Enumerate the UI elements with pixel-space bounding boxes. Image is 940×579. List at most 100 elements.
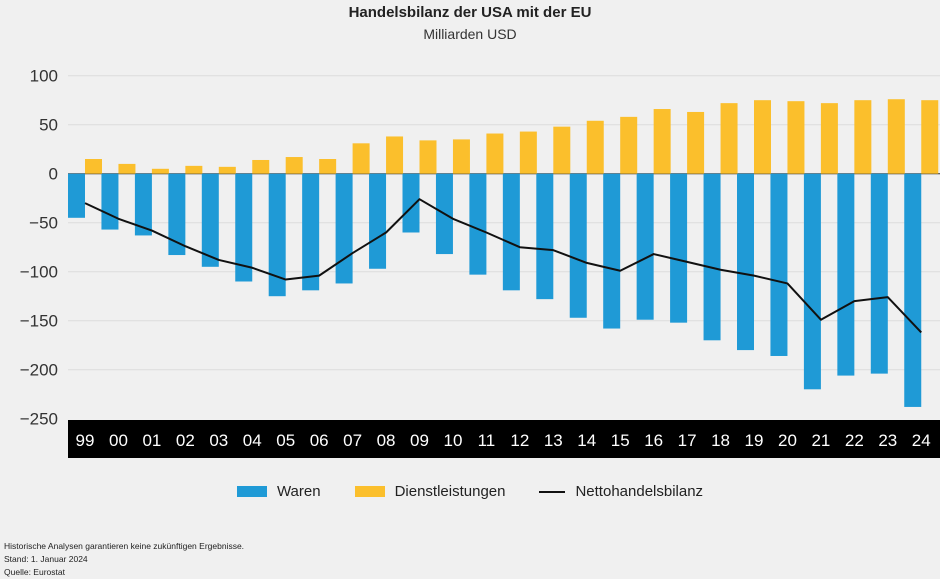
x-tick-label: 22 (845, 431, 864, 450)
x-tick-label: 05 (276, 431, 295, 450)
date-note: Stand: 1. Januar 2024 (4, 554, 88, 564)
line-nettohandelsbilanz (84, 198, 922, 334)
bar-dienstleistungen (118, 163, 136, 174)
bar-dienstleistungen (519, 131, 537, 174)
x-tick-label: 00 (109, 431, 128, 450)
bar-waren (101, 173, 119, 230)
bar-waren (134, 173, 152, 236)
x-axis-band (68, 420, 940, 458)
bar-dienstleistungen (887, 99, 905, 174)
bar-waren (68, 173, 85, 218)
legend-swatch-waren (236, 486, 267, 497)
legend-label: Dienstleistungen (394, 483, 506, 500)
bar-waren (235, 173, 253, 282)
chart-subtitle: Milliarden USD (423, 26, 517, 42)
bar-waren (569, 173, 587, 318)
legend-swatch-dienstleistungen (354, 486, 385, 497)
bar-dienstleistungen (285, 157, 303, 174)
x-tick-label: 03 (209, 431, 228, 450)
y-tick-label: 0 (49, 165, 58, 184)
x-tick-label: 24 (912, 431, 931, 450)
bar-waren (603, 173, 621, 329)
y-tick-label: −100 (20, 263, 58, 282)
chart-title: Handelsbilanz der USA mit der EU (348, 4, 592, 21)
bar-waren (268, 173, 286, 297)
bar-waren (837, 173, 855, 376)
x-tick-label: 09 (410, 431, 429, 450)
bar-dienstleistungen (820, 103, 838, 174)
bar-waren (904, 173, 922, 407)
legend-label: Nettohandelsbilanz (575, 483, 704, 500)
bar-waren (770, 173, 788, 356)
bar-dienstleistungen (252, 159, 270, 174)
bar-dienstleistungen (854, 100, 872, 174)
bar-waren (502, 173, 520, 291)
bar-dienstleistungen (620, 116, 638, 174)
x-tick-label: 20 (778, 431, 797, 450)
bar-dienstleistungen (85, 159, 102, 174)
x-tick-label: 14 (577, 431, 596, 450)
bar-waren (469, 173, 487, 275)
legend-label: Waren (276, 483, 321, 500)
x-tick-label: 21 (811, 431, 830, 450)
source-note: Quelle: Eurostat (4, 567, 65, 577)
y-tick-label: 100 (30, 67, 58, 86)
bar-dienstleistungen (319, 159, 337, 174)
bar-dienstleistungen (586, 120, 604, 174)
bar-waren (369, 173, 387, 269)
x-tick-label: 08 (377, 431, 396, 450)
bar-waren (670, 173, 688, 323)
x-tick-label: 15 (611, 431, 630, 450)
y-tick-label: 50 (39, 116, 58, 135)
x-tick-label: 16 (644, 431, 663, 450)
bar-dienstleistungen (754, 100, 771, 174)
bar-dienstleistungen (653, 109, 671, 174)
bar-waren (536, 173, 554, 300)
disclaimer: Historische Analysen garantieren keine z… (4, 541, 245, 551)
bar-dienstleistungen (553, 126, 571, 174)
bar-waren (870, 173, 888, 374)
x-tick-label: 99 (76, 431, 95, 450)
bar-waren (636, 173, 654, 320)
x-tick-label: 01 (142, 431, 161, 450)
bar-dienstleistungen (787, 101, 805, 174)
bar-dienstleistungen (486, 133, 504, 174)
x-tick-label: 18 (711, 431, 730, 450)
bar-waren (201, 173, 219, 267)
x-tick-label: 17 (678, 431, 697, 450)
x-tick-label: 19 (745, 431, 764, 450)
bar-waren (737, 173, 754, 351)
legend-item-dienstleistungen: Dienstleistungen (354, 483, 506, 500)
bar-dienstleistungen (218, 166, 236, 174)
bar-dienstleistungen (352, 143, 370, 174)
legend-line-netto (539, 490, 566, 493)
bar-dienstleistungen (720, 103, 738, 174)
x-tick-label: 06 (310, 431, 329, 450)
bar-waren (703, 173, 721, 341)
x-tick-label: 12 (510, 431, 529, 450)
y-tick-label: −200 (20, 361, 58, 380)
legend-item-netto: Nettohandelsbilanz (539, 483, 703, 500)
bar-dienstleistungen (452, 139, 470, 174)
bar-dienstleistungen (921, 100, 939, 174)
x-tick-label: 04 (243, 431, 262, 450)
x-tick-label: 02 (176, 431, 195, 450)
bar-waren (168, 173, 186, 256)
x-tick-label: 11 (478, 431, 496, 450)
bar-dienstleistungen (419, 140, 437, 174)
x-tick-label: 23 (878, 431, 897, 450)
x-tick-label: 13 (544, 431, 563, 450)
x-tick-label: 07 (343, 431, 362, 450)
legend-item-waren: Waren (236, 483, 321, 500)
bar-waren (402, 173, 420, 233)
chart: 100 50 0 −50 −100 −150 −200 −250 99 00 01 02 03 04 05 0… (20, 67, 940, 458)
bar-dienstleistungen (185, 165, 203, 174)
bar-waren (803, 173, 821, 390)
legend: Waren Dienstleistungen Nettohandelsbilan… (0, 483, 940, 500)
y-tick-label: −250 (20, 410, 58, 429)
bar-dienstleistungen (687, 111, 705, 174)
bar-dienstleistungen (151, 168, 169, 174)
bar-dienstleistungen (386, 136, 404, 174)
bar-waren (302, 173, 320, 291)
x-tick-label: 10 (443, 431, 462, 450)
